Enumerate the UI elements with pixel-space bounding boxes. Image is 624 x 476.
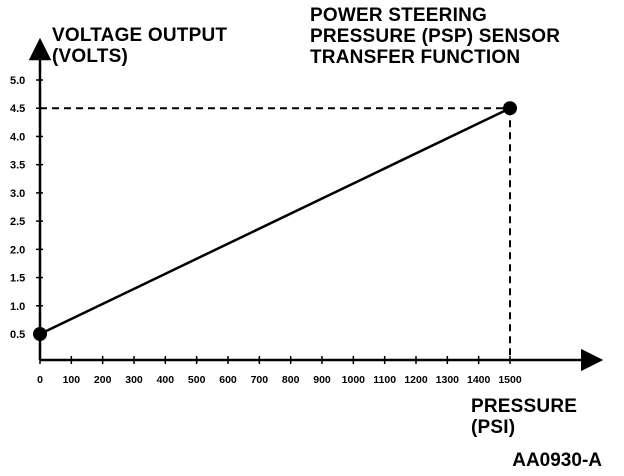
y-tick-label: 0.5 [10,329,25,341]
x-axis-label-line-2: (PSI) [471,417,516,438]
tick-labels: 0.5 1.0 1.5 2.0 2.5 3.0 3.5 4.0 4.5 5.0 0 100 200 300… [10,75,522,386]
x-tick-label: 1500 [498,374,522,386]
chart-title: POWER STEERING PRESSURE (PSP) SENSOR TRA… [310,5,560,68]
x-tick-label: 500 [188,374,206,386]
data-point [503,101,517,116]
x-tick-label: 1400 [467,374,491,386]
chart-title-line-1: POWER STEERING [310,5,487,26]
x-tick-label: 700 [251,374,269,386]
figure-code: AA0930-A [512,450,602,471]
x-tick-label: 800 [282,374,300,386]
x-tick-label: 1000 [342,374,366,386]
y-tick-label: 1.0 [10,301,25,313]
x-tick-label: 900 [313,374,331,386]
series [33,101,517,341]
x-tick-label: 0 [37,374,43,386]
x-axis-label-line-1: PRESSURE [471,396,578,417]
x-tick-label: 1300 [436,374,460,386]
y-tick-label: 5.0 [10,75,25,87]
y-tick-label: 4.5 [10,103,25,115]
chart-title-line-3: TRANSFER FUNCTION [310,47,521,68]
y-axis-label-line-1: VOLTAGE OUTPUT [52,25,228,46]
x-axis-label: PRESSURE (PSI) [471,396,577,438]
chart-title-line-2: PRESSURE (PSP) SENSOR [310,26,561,47]
series-line [39,107,511,336]
y-axis-label: VOLTAGE OUTPUT (VOLTS) [52,25,227,67]
x-tick-label: 400 [157,374,175,386]
y-tick-label: 1.5 [10,273,25,285]
y-tick-label: 2.0 [10,244,25,256]
x-tick-label: 100 [63,374,81,386]
x-tick-label: 1100 [373,374,396,386]
data-point [33,327,47,341]
y-tick-label: 3.5 [10,160,25,172]
x-tick-label: 1200 [404,374,428,386]
x-tick-label: 600 [219,374,237,386]
y-tick-label: 4.0 [10,131,25,143]
y-axis-label-line-2: (VOLTS) [52,46,128,67]
x-tick-label: 300 [125,374,143,386]
y-tick-label: 2.5 [10,216,25,228]
y-tick-label: 3.0 [10,188,25,200]
x-tick-label: 200 [94,374,112,386]
reference-lines [40,107,511,360]
axes [28,37,604,372]
